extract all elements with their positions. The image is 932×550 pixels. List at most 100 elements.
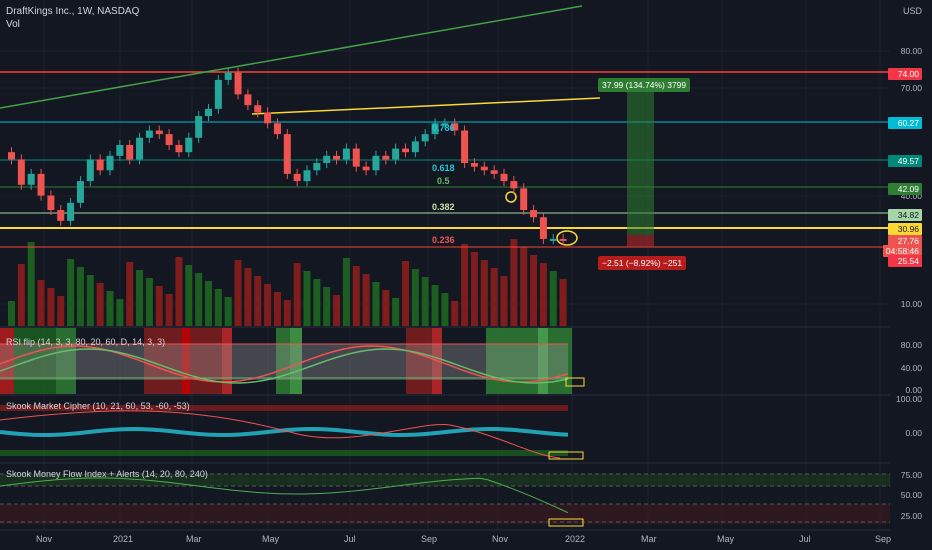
- volume-bar: [76, 267, 84, 326]
- volume-bar: [392, 298, 400, 326]
- candle-body: [461, 130, 469, 164]
- volume-bar: [234, 260, 242, 326]
- highlight-box: [548, 451, 584, 460]
- cipher-level: 100.00: [896, 394, 922, 404]
- candle-body: [470, 163, 478, 167]
- highlight-circle: [505, 191, 517, 203]
- volume-bar: [27, 242, 35, 326]
- candle-body: [372, 155, 380, 171]
- candle-body: [490, 170, 498, 174]
- price-candles: [8, 67, 567, 245]
- volume-bar: [126, 262, 134, 326]
- volume-bar: [559, 279, 567, 326]
- volume-bar: [136, 270, 144, 326]
- time-label: May: [262, 534, 280, 544]
- drawing-lines: [0, 5, 890, 248]
- candle-body: [205, 108, 212, 117]
- candle-body: [362, 166, 370, 171]
- fib-label-0236: 0.236: [432, 235, 455, 245]
- highlight-box: [548, 518, 584, 527]
- volume-bar: [500, 276, 508, 326]
- mfi-pane-title: Skook Money Flow Index + Alerts (14, 20,…: [6, 469, 208, 479]
- volume-label: Vol: [6, 19, 20, 30]
- candle-body: [549, 238, 557, 241]
- volume-bar: [480, 260, 488, 326]
- price-tag-49: 49.57: [888, 155, 922, 167]
- rsi-level: 0.00: [905, 385, 922, 395]
- volume-bar: [185, 265, 193, 326]
- cipher-bottom-band: [0, 450, 568, 456]
- volume-bar: [116, 299, 124, 326]
- time-label: Nov: [36, 534, 53, 544]
- measure-up-label: 37.99 (134.74%) 3799: [598, 78, 691, 92]
- candle-body: [392, 148, 400, 160]
- candle-body: [480, 166, 488, 171]
- candle-body: [303, 170, 311, 182]
- candle-body: [530, 210, 538, 218]
- candle-body: [559, 238, 567, 241]
- volume-bar: [402, 261, 409, 326]
- volume-bar: [96, 283, 104, 326]
- volume-bar: [195, 273, 203, 326]
- volume-bar: [264, 284, 272, 326]
- volume-bar: [313, 279, 321, 326]
- currency-label: USD: [902, 6, 922, 16]
- price-tag-60: 60.27: [888, 117, 922, 129]
- price-tag-42: 42.09: [888, 183, 922, 195]
- volume-bar: [303, 271, 311, 326]
- time-label: Jul: [799, 534, 811, 544]
- candle-body: [313, 163, 321, 171]
- volume-bar: [539, 263, 547, 326]
- volume-bar: [510, 239, 518, 326]
- time-label: 2022: [565, 534, 586, 544]
- candle-body: [431, 123, 439, 135]
- volume-bar: [372, 282, 380, 326]
- candle-body: [451, 123, 459, 131]
- candle-body: [234, 72, 242, 95]
- candle-body: [402, 148, 409, 153]
- green-trendline: [0, 5, 583, 109]
- volume-bar: [490, 268, 498, 326]
- candle-body: [8, 152, 15, 160]
- volume-bar: [530, 255, 538, 326]
- measure-down-label: −2.51 (−8.92%) −251: [598, 256, 687, 270]
- volume-bar: [451, 301, 459, 326]
- candle-body: [126, 144, 134, 160]
- volume-bar: [8, 301, 15, 326]
- candle-body: [37, 173, 45, 196]
- rsi-pane-title: RSI flip (14, 3, 3, 80, 20, 60, D, 14, 3…: [6, 337, 166, 347]
- price-tag-34: 34.82: [888, 209, 922, 221]
- candle-body: [244, 94, 252, 106]
- rsi-line-green: [0, 348, 569, 384]
- rsi-zone: [14, 328, 56, 394]
- candle-body: [17, 159, 25, 185]
- price-tag-74: 74.00: [888, 68, 922, 80]
- rsi-zone: [222, 328, 232, 394]
- long-position-target: [627, 90, 654, 235]
- candle-body: [382, 155, 390, 160]
- countdown-tag: 04:58:46: [882, 245, 922, 257]
- candle-body: [539, 217, 547, 239]
- volume-bars: [8, 239, 567, 326]
- rsi-zone: [538, 328, 548, 394]
- volume-bar: [224, 297, 232, 326]
- fib-label-0618: 0.618: [432, 163, 455, 173]
- price-label: 70.00: [900, 83, 922, 93]
- volume-bar: [342, 258, 350, 326]
- rsi-level: 80.00: [900, 340, 922, 350]
- rsi-line-red: [0, 345, 569, 383]
- volume-bar: [382, 290, 390, 326]
- volume-bar: [441, 293, 449, 326]
- volume-bar: [175, 257, 183, 326]
- candle-body: [264, 112, 272, 124]
- candle-body: [254, 105, 262, 113]
- volume-bar: [470, 252, 478, 326]
- candle-body: [145, 130, 153, 138]
- last-price-tag: 27.76: [888, 235, 922, 247]
- candle-body: [136, 137, 144, 160]
- candle-body: [224, 72, 232, 80]
- candle-body: [273, 123, 281, 135]
- volume-bar: [57, 296, 65, 326]
- highlight-circle: [556, 230, 578, 246]
